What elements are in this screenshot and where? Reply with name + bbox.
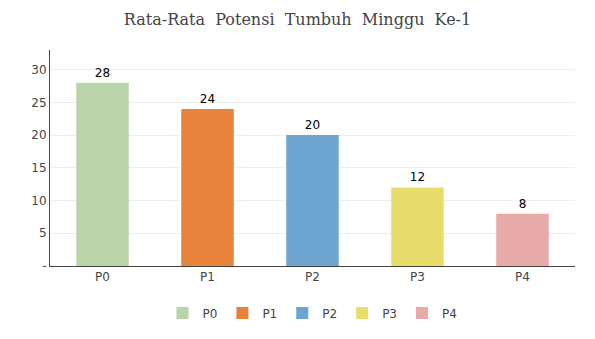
svg-text:8: 8 [519, 197, 527, 211]
svg-text:P4: P4 [442, 307, 457, 321]
svg-text:12: 12 [410, 170, 425, 184]
svg-text:P0: P0 [203, 307, 218, 321]
svg-text:-: - [42, 259, 46, 273]
svg-text:Rata-Rata Potensi Tumbuh Mi: Rata-Rata Potensi Tumbuh Minggu Ke-1 [124, 10, 471, 29]
svg-text:20: 20 [31, 128, 46, 142]
svg-text:25: 25 [31, 96, 46, 110]
svg-text:P2: P2 [322, 307, 337, 321]
svg-text:P4: P4 [515, 270, 530, 284]
svg-text:P2: P2 [305, 270, 320, 284]
svg-text:P0: P0 [95, 270, 110, 284]
svg-text:28: 28 [95, 66, 110, 80]
svg-text:20: 20 [305, 118, 320, 132]
svg-text:P3: P3 [382, 307, 397, 321]
svg-text:10: 10 [31, 194, 46, 208]
svg-text:P1: P1 [200, 270, 215, 284]
svg-text:P1: P1 [262, 307, 277, 321]
svg-text:24: 24 [200, 92, 215, 106]
svg-text:5: 5 [39, 226, 47, 240]
svg-text:30: 30 [31, 63, 46, 77]
svg-text:P3: P3 [410, 270, 425, 284]
svg-text:15: 15 [31, 161, 46, 175]
